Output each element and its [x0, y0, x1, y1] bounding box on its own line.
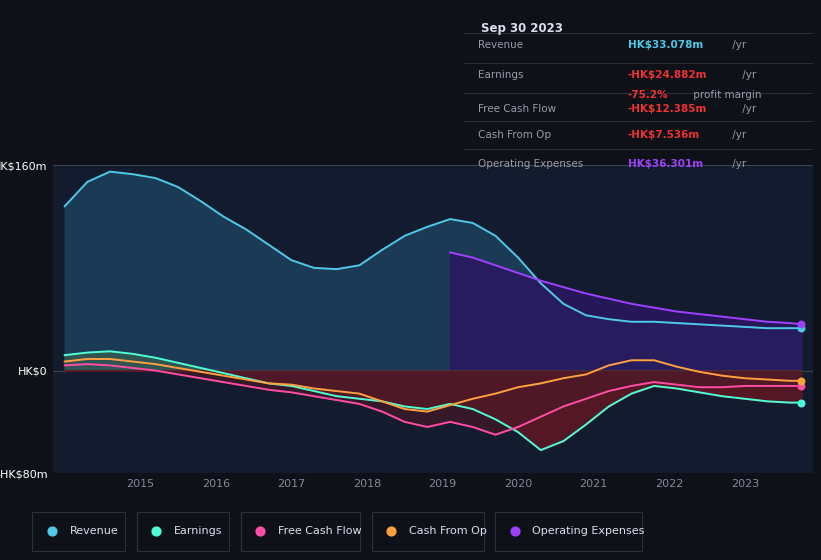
Text: HK$36.301m: HK$36.301m — [628, 159, 703, 169]
Text: /yr: /yr — [729, 130, 746, 140]
Text: Free Cash Flow: Free Cash Flow — [277, 526, 361, 535]
Point — [795, 320, 808, 329]
FancyBboxPatch shape — [495, 512, 642, 550]
Text: Cash From Op: Cash From Op — [478, 130, 551, 140]
Point — [45, 526, 58, 535]
Text: Revenue: Revenue — [70, 526, 118, 535]
Text: -HK$24.882m: -HK$24.882m — [628, 70, 708, 80]
Point — [795, 398, 808, 407]
Point — [254, 526, 267, 535]
FancyBboxPatch shape — [136, 512, 229, 550]
Point — [795, 376, 808, 385]
Text: Revenue: Revenue — [478, 40, 523, 50]
FancyBboxPatch shape — [32, 512, 125, 550]
Point — [149, 526, 163, 535]
Text: /yr: /yr — [739, 70, 756, 80]
Text: Operating Expenses: Operating Expenses — [533, 526, 644, 535]
Text: Cash From Op: Cash From Op — [409, 526, 487, 535]
FancyBboxPatch shape — [241, 512, 360, 550]
Text: Free Cash Flow: Free Cash Flow — [478, 104, 556, 114]
Text: Sep 30 2023: Sep 30 2023 — [481, 22, 563, 35]
Text: /yr: /yr — [729, 159, 746, 169]
Text: Operating Expenses: Operating Expenses — [478, 159, 583, 169]
Text: Earnings: Earnings — [173, 526, 222, 535]
Text: -HK$7.536m: -HK$7.536m — [628, 130, 700, 140]
Text: Earnings: Earnings — [478, 70, 523, 80]
Text: -HK$12.385m: -HK$12.385m — [628, 104, 707, 114]
Text: -75.2%: -75.2% — [628, 90, 668, 100]
Text: /yr: /yr — [739, 104, 756, 114]
Text: profit margin: profit margin — [690, 90, 761, 100]
Text: HK$33.078m: HK$33.078m — [628, 40, 703, 50]
Point — [795, 324, 808, 333]
Point — [508, 526, 521, 535]
Point — [795, 381, 808, 390]
Text: /yr: /yr — [729, 40, 746, 50]
Point — [384, 526, 398, 535]
FancyBboxPatch shape — [372, 512, 484, 550]
